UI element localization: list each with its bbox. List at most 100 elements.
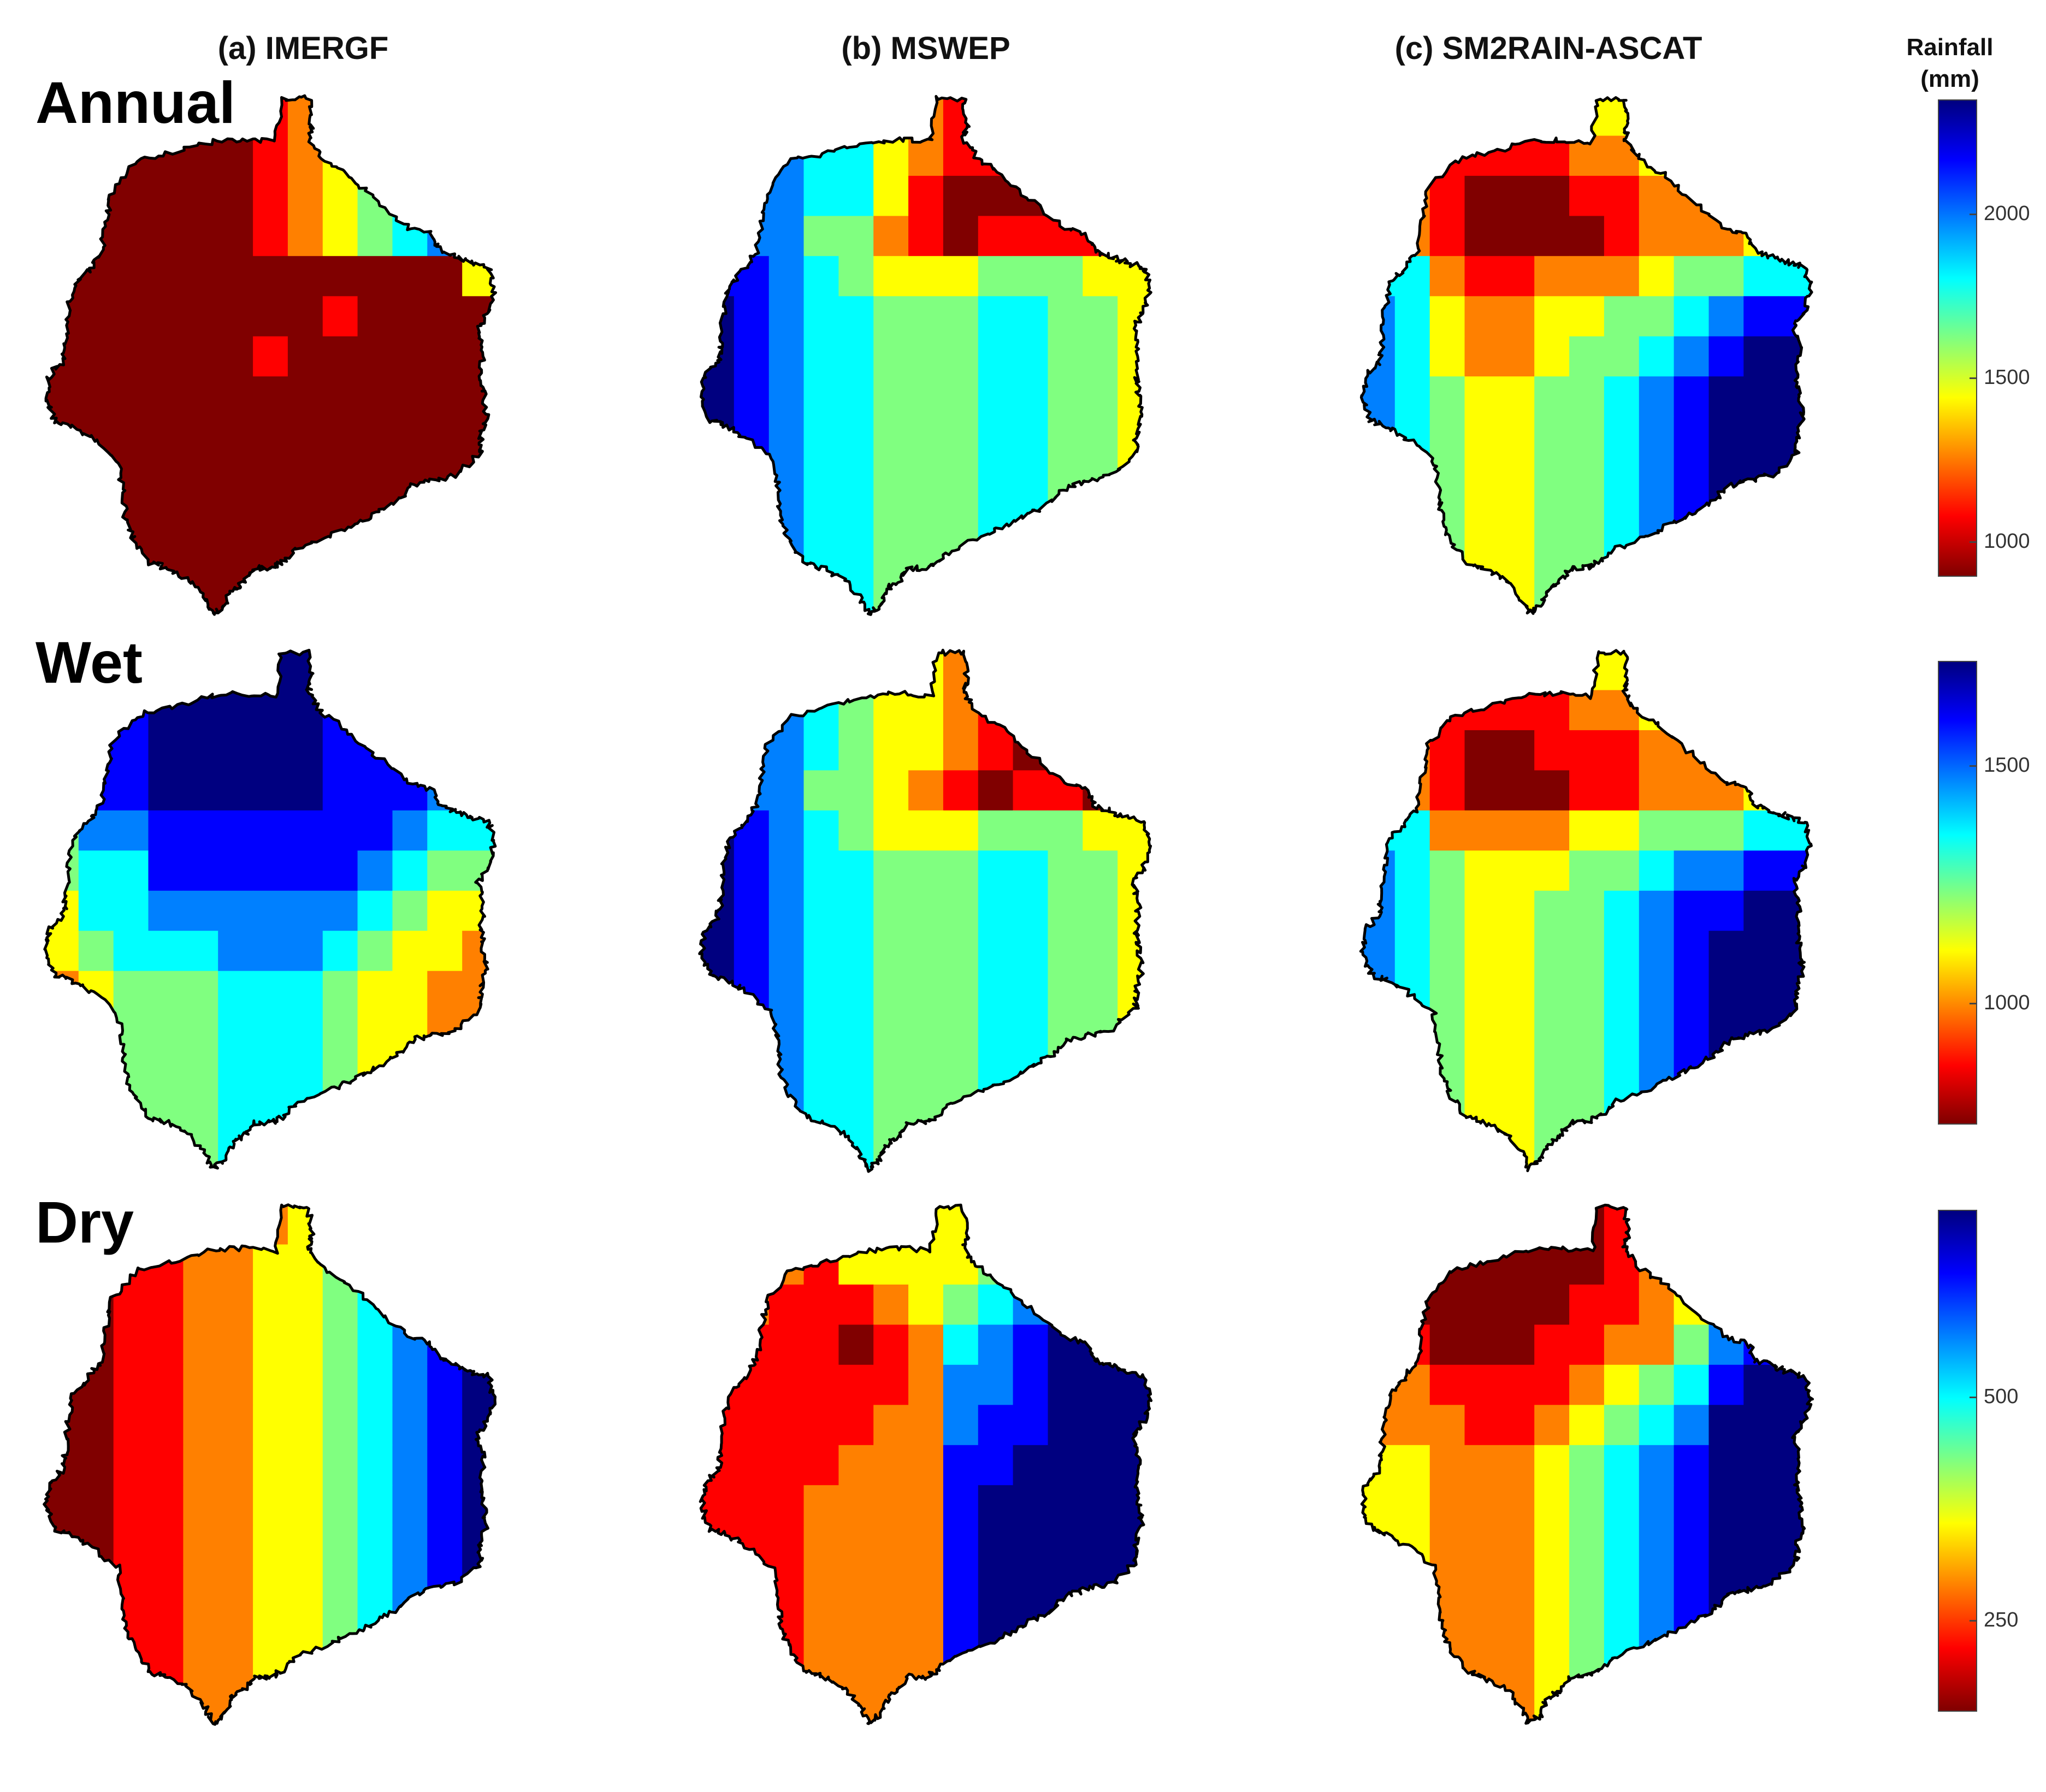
grid-cell [700,1685,735,1724]
grid-cell [734,1485,770,1526]
grid-cell [1569,1244,1605,1285]
grid-cell [78,1685,114,1725]
grid-cell [1674,416,1709,457]
grid-cell [838,810,874,851]
grid-cell [1117,1565,1151,1606]
grid-cell [1743,1605,1779,1646]
grid-cell [78,850,114,891]
grid-cell [1604,1205,1640,1245]
grid-cell [768,810,805,851]
grid-cell [287,770,323,811]
grid-cell [462,690,495,731]
grid-cell [803,537,839,578]
grid-cell [1708,256,1744,297]
grid-cell [978,931,1014,972]
grid-cell [1464,1284,1500,1325]
grid-cell [838,770,874,811]
grid-cell [1499,1445,1535,1486]
grid-cell [1569,256,1605,297]
grid-cell [978,376,1014,417]
grid-cell [943,1445,979,1486]
grid-cell [734,1445,770,1486]
grid-cell [1534,650,1570,691]
grid-cell [1464,1445,1500,1486]
grid-cell [1604,376,1640,417]
grid-cell [1604,577,1640,614]
grid-cell [1778,1685,1813,1724]
grid-cell [427,1131,463,1168]
grid-cell [1708,931,1744,972]
grid-cell [462,1646,495,1687]
grid-cell [392,730,428,771]
grid-cell [908,770,944,811]
grid-cell [873,537,909,578]
grid-cell [1604,1485,1640,1526]
grid-cell [734,296,770,337]
grid-cell [1534,216,1570,257]
grid-cell [1083,296,1118,337]
grid-cell [943,1685,979,1724]
grid-cell [427,650,463,691]
grid-cell [253,650,288,691]
grid-cell [1429,1485,1465,1526]
grid-cell [1361,971,1395,1012]
grid-cell [699,690,735,731]
grid-cell [1534,1605,1570,1646]
grid-cell [768,1131,805,1172]
colorbar-tick-label: 1000 [1984,530,2030,553]
grid-cell [1362,1565,1395,1606]
grid-cell [1778,1284,1813,1325]
grid-cell [1604,971,1640,1012]
grid-cell [838,1646,874,1687]
grid-cell [44,1011,79,1052]
grid-cell [183,1364,218,1405]
grid-cell [768,1364,805,1405]
grid-cell [1083,1364,1118,1405]
grid-cell [218,1364,253,1405]
grid-cell [253,216,288,257]
grid-cell [1464,175,1500,216]
grid-cell [427,1011,463,1052]
grid-cell [1362,1405,1395,1446]
grid-cell [287,1364,323,1405]
grid-cell [978,1284,1014,1325]
grid-cell [1464,971,1500,1012]
grid-cell [1083,931,1118,972]
grid-cell [1743,296,1779,337]
grid-cell [1604,496,1640,537]
grid-cell [113,1131,149,1168]
grid-cell [357,376,393,417]
grid-cell [1013,216,1048,257]
grid-cell [1743,135,1779,176]
grid-cell [1117,1205,1151,1245]
grid-cell [700,1205,735,1245]
grid-cell [1083,416,1118,457]
grid-cell [908,1525,944,1566]
raster-grid [44,650,495,1168]
grid-cell [803,810,839,851]
grid-cell [1674,1091,1709,1132]
grid-cell [768,850,805,891]
grid-cell [699,1091,735,1132]
grid-cell [734,376,770,417]
grid-cell [1083,850,1118,891]
grid-cell [701,296,735,337]
grid-cell [148,376,184,417]
grid-cell [392,1405,428,1446]
grid-cell [1013,1011,1048,1052]
grid-cell [427,931,463,972]
grid-cell [1534,537,1570,578]
grid-cell [1013,296,1048,337]
grid-cell [1394,1646,1430,1687]
grid-cell [1708,890,1744,931]
grid-cell [838,1565,874,1606]
grid-cell [1013,1485,1048,1526]
grid-cell [183,496,218,537]
grid-cell [113,890,149,931]
grid-cell [1639,850,1675,891]
grid-cell [1083,175,1118,216]
map-imergf-annual [44,94,498,616]
grid-cell [44,1364,79,1405]
grid-cell [1639,1284,1675,1325]
grid-cell [287,1445,323,1486]
